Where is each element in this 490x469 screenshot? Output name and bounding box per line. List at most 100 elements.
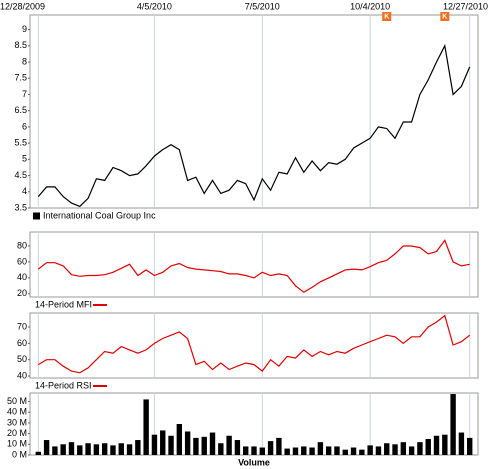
- event-marker-label: K: [442, 14, 447, 21]
- bar: [301, 446, 307, 455]
- bar: [234, 440, 241, 455]
- bar: [284, 448, 290, 455]
- bar: [68, 442, 75, 455]
- bar: [350, 447, 357, 455]
- y-tick-label: 6.5: [14, 105, 27, 115]
- line-series: [37, 43, 471, 208]
- bar: [226, 435, 232, 455]
- y-tick-label: 50: [17, 354, 27, 364]
- bar: [110, 445, 116, 455]
- y-tick-label: 20: [17, 288, 27, 298]
- bar: [325, 446, 332, 455]
- y-tick-label: 9: [22, 24, 27, 34]
- bar: [143, 399, 149, 455]
- y-tick-label: 40: [17, 272, 27, 282]
- x-tick-label: 4/5/2010: [137, 1, 172, 11]
- x-tick-label: 10/4/2010: [350, 1, 390, 11]
- line-series: [37, 314, 471, 374]
- legend-label: International Coal Group Inc: [43, 210, 156, 220]
- y-tick-label: 8: [22, 56, 27, 66]
- bar: [425, 438, 431, 455]
- y-tick-label: 7.5: [14, 73, 27, 83]
- bar: [400, 442, 407, 455]
- y-tick-label: 6: [22, 121, 27, 131]
- y-tick-label: 5.5: [14, 138, 27, 148]
- y-tick-label: 3.5: [14, 202, 27, 212]
- y-tick-label: 8.5: [14, 40, 27, 50]
- bar: [160, 430, 166, 455]
- bar: [467, 437, 473, 455]
- y-tick-label: 4: [22, 186, 27, 196]
- panel: [29, 312, 479, 379]
- bar: [276, 437, 282, 455]
- bar: [60, 444, 66, 455]
- y-tick-label: 40 M: [7, 407, 27, 417]
- bar: [243, 446, 249, 455]
- x-tick-label: 12/28/2009: [0, 1, 45, 11]
- bar: [433, 435, 440, 455]
- y-tick-label: 10 M: [7, 439, 27, 449]
- bar: [442, 434, 448, 455]
- y-tick-label: 20 M: [7, 428, 27, 438]
- bar: [417, 442, 423, 455]
- bar: [201, 436, 207, 455]
- bar: [384, 443, 390, 455]
- event-marker: [382, 12, 392, 21]
- bar: [209, 432, 216, 455]
- legend-label: 14-Period MFI: [35, 299, 92, 309]
- bar: [52, 446, 58, 455]
- bar: [218, 443, 224, 455]
- bar: [85, 443, 91, 455]
- bar: [375, 446, 382, 455]
- x-tick-label: 7/5/2010: [245, 1, 280, 11]
- bar: [176, 424, 183, 455]
- bar: [458, 432, 465, 455]
- panel: [29, 14, 479, 209]
- y-tick-label: 0 M: [12, 449, 27, 459]
- bar: [342, 449, 348, 455]
- bar: [408, 446, 415, 455]
- bar: [392, 444, 398, 455]
- bar: [309, 447, 315, 455]
- bar: [259, 447, 265, 455]
- x-tick-label: 12/27/2010: [443, 1, 488, 11]
- y-tick-label: 40: [17, 370, 27, 380]
- legend-swatch: [33, 212, 40, 220]
- line-series: [37, 239, 470, 293]
- bar: [126, 444, 133, 455]
- bar: [367, 445, 373, 455]
- event-marker: [440, 12, 450, 21]
- y-tick-label: 80: [17, 240, 27, 250]
- legend-label: 14-Period RSI: [35, 380, 92, 390]
- bar: [43, 440, 50, 455]
- bar: [251, 446, 257, 455]
- y-tick-label: 30 M: [7, 417, 27, 427]
- bar: [317, 442, 324, 455]
- bar: [168, 435, 174, 455]
- y-tick-label: 50 M: [7, 396, 27, 406]
- bar: [35, 451, 41, 455]
- event-marker-label: K: [384, 14, 389, 21]
- bar: [135, 440, 141, 455]
- bar: [359, 449, 365, 455]
- bar: [118, 443, 124, 455]
- bar: [184, 431, 191, 455]
- bar: [77, 445, 83, 455]
- bar: [334, 446, 340, 455]
- bar: [151, 434, 158, 455]
- bar: [450, 394, 456, 455]
- y-tick-label: 7: [22, 89, 27, 99]
- y-tick-label: 60: [17, 338, 27, 348]
- bar: [292, 447, 299, 455]
- y-tick-label: 70: [17, 321, 27, 331]
- bar: [267, 441, 274, 455]
- x-axis-label: Volume: [238, 457, 270, 467]
- bar: [93, 444, 100, 455]
- panel: [29, 231, 479, 298]
- y-tick-label: 5: [22, 154, 27, 164]
- bar: [193, 437, 199, 455]
- y-tick-label: 60: [17, 256, 27, 266]
- y-tick-label: 4.5: [14, 170, 27, 180]
